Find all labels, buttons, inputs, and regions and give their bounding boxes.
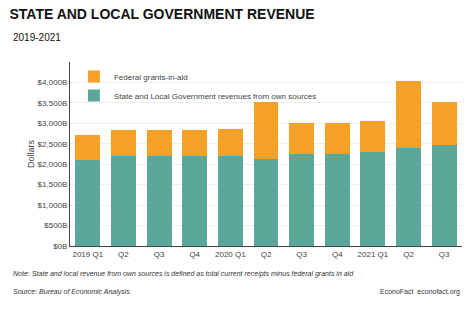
svg-text:State and Local Government rev: State and Local Government revenues from… [114, 92, 316, 101]
svg-text:2019 Q1: 2019 Q1 [72, 250, 103, 259]
svg-text:2020 Q1: 2020 Q1 [215, 250, 246, 259]
svg-text:$2,000B: $2,000B [38, 160, 68, 169]
svg-text:2021 Q1: 2021 Q1 [358, 250, 389, 259]
svg-text:$1,500B: $1,500B [38, 180, 68, 189]
svg-text:Source: Bureau of Economic Ana: Source: Bureau of Economic Analysis [13, 288, 130, 296]
svg-text:Q3: Q3 [296, 250, 307, 259]
svg-text:Q2: Q2 [403, 250, 414, 259]
svg-text:Federal grants-in-aid: Federal grants-in-aid [114, 73, 188, 82]
svg-text:Note: State and local revenue: Note: State and local revenue from own s… [13, 270, 354, 278]
svg-text:Q2: Q2 [118, 250, 129, 259]
svg-text:$3,000B: $3,000B [38, 119, 68, 128]
svg-text:Dollars: Dollars [26, 140, 36, 169]
svg-text:$1,000B: $1,000B [38, 201, 68, 210]
svg-text:Q4: Q4 [332, 250, 343, 259]
svg-text:2019-2021: 2019-2021 [13, 32, 61, 43]
svg-text:Q3: Q3 [154, 250, 165, 259]
svg-text:$500B: $500B [44, 221, 67, 230]
svg-text:EconoFact econofact.org: EconoFact econofact.org [380, 288, 460, 296]
svg-text:$2,500B: $2,500B [38, 140, 68, 149]
svg-text:Q3: Q3 [439, 250, 450, 259]
svg-text:Q2: Q2 [261, 250, 272, 259]
svg-text:STATE AND LOCAL GOVERNMENT REV: STATE AND LOCAL GOVERNMENT REVENUE [9, 6, 314, 22]
svg-text:Q4: Q4 [189, 250, 200, 259]
svg-text:$3,500B: $3,500B [38, 99, 68, 108]
svg-text:$0B: $0B [53, 242, 67, 251]
svg-text:$4,000B: $4,000B [38, 78, 68, 87]
